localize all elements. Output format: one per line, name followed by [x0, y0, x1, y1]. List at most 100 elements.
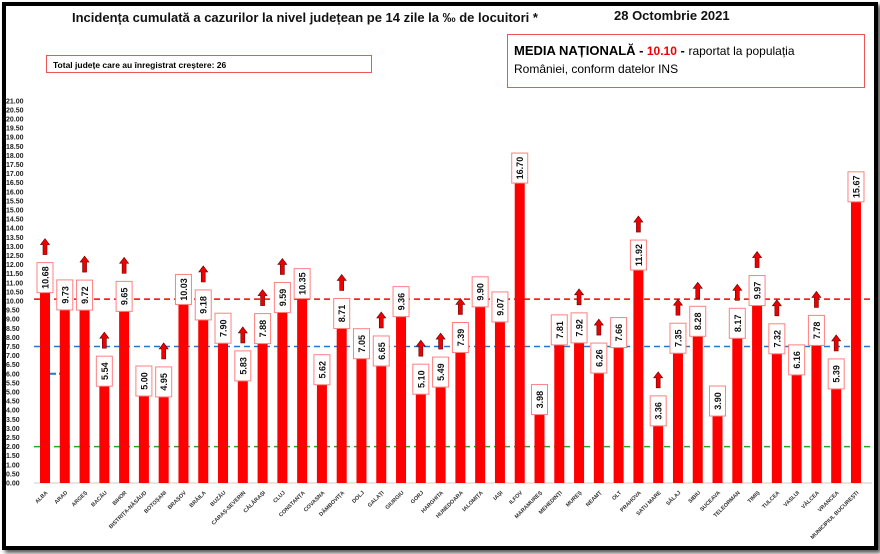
data-label-box	[392, 286, 410, 318]
bar	[218, 339, 229, 483]
bar	[376, 361, 387, 483]
y-tick-label: 14.50	[6, 217, 24, 224]
data-label-box	[194, 289, 212, 321]
national-rest: raportat la populația	[688, 44, 795, 58]
bar	[593, 369, 604, 483]
bar	[435, 383, 446, 483]
x-tick-label: DOLJ	[351, 490, 366, 505]
bar	[40, 288, 50, 483]
bar	[237, 376, 248, 483]
data-label: 5.00	[139, 372, 149, 390]
increase-arrow-icon	[336, 273, 347, 291]
increase-arrow-icon	[455, 298, 466, 315]
x-tick-label: TULCEA	[761, 490, 781, 510]
data-label-box	[748, 275, 766, 307]
y-tick-label: 13.00	[6, 244, 24, 251]
increase-arrow-icon	[672, 298, 684, 316]
data-label: 10.03	[179, 278, 189, 301]
bar	[850, 197, 861, 483]
data-label: 5.49	[436, 363, 446, 381]
y-tick-label: 4.00	[6, 408, 20, 415]
data-label: 10.35	[298, 272, 308, 295]
data-label: 16.70	[515, 157, 525, 180]
data-label: 8.17	[733, 315, 743, 333]
bar	[336, 324, 347, 483]
y-tick-label: 12.00	[6, 262, 24, 269]
data-label: 15.67	[851, 176, 861, 199]
data-label: 9.18	[199, 296, 209, 314]
data-label-box	[333, 297, 351, 329]
chart-date: 28 Octombrie 2021	[614, 8, 730, 23]
data-label: 7.90	[219, 319, 229, 337]
y-tick-label: 3.00	[6, 426, 20, 433]
data-label: 9.59	[278, 289, 288, 307]
data-label: 6.26	[594, 349, 604, 367]
data-label: 5.54	[100, 362, 110, 380]
increase-arrow-icon	[376, 311, 387, 329]
bar	[415, 390, 426, 483]
chart-title: Incidența cumulată a cazurilor la nivel …	[72, 10, 538, 25]
y-tick-label: 11.00	[6, 280, 23, 287]
data-label-box	[234, 350, 252, 382]
y-tick-label: 6.50	[6, 362, 20, 369]
bar	[119, 307, 130, 483]
increase-arrow-icon	[653, 371, 664, 389]
data-label-box	[254, 313, 272, 345]
y-tick-label: 12.50	[6, 253, 24, 260]
data-label-box	[293, 268, 311, 300]
data-label: 8.28	[693, 313, 703, 331]
bar	[178, 300, 189, 483]
bar	[771, 349, 782, 483]
increase-arrow-icon	[593, 318, 604, 336]
y-tick-label: 18.50	[6, 144, 24, 151]
data-label-box	[273, 281, 291, 313]
increase-arrow-icon	[811, 290, 822, 308]
bar	[257, 339, 268, 483]
data-label-box	[432, 356, 450, 388]
y-tick-label: 14.00	[6, 226, 24, 233]
x-tick-label: NEAMȚ	[585, 490, 604, 509]
data-label-box	[56, 279, 74, 311]
x-tick-label: ALBA	[34, 490, 49, 505]
data-label: 7.88	[258, 320, 268, 338]
y-tick-label: 7.50	[6, 344, 20, 351]
y-tick-label: 2.00	[6, 444, 20, 451]
y-tick-label: 19.50	[6, 126, 24, 133]
x-tick-label: GIURGIU	[385, 490, 406, 511]
x-tick-label: CLUJ	[272, 490, 286, 504]
data-label-box	[550, 314, 568, 346]
data-label-box	[214, 312, 232, 344]
data-label: 9.72	[80, 286, 90, 304]
increase-arrow-icon	[237, 326, 248, 344]
increase-arrow-icon	[633, 215, 644, 233]
data-label: 9.65	[120, 288, 130, 306]
data-label: 5.10	[416, 370, 426, 388]
increase-arrow-icon	[771, 299, 782, 317]
y-tick-label: 10.50	[6, 289, 24, 296]
x-tick-label: CARAȘ-SEVERIN	[211, 490, 247, 526]
bar	[99, 382, 110, 483]
data-label: 3.90	[713, 392, 723, 410]
y-tick-label: 10.00	[6, 299, 24, 306]
increase-arrow-icon	[79, 255, 90, 273]
x-tick-label: SĂLAJ	[665, 489, 683, 507]
x-tick-label: BIHOR	[112, 490, 129, 507]
bar	[534, 410, 545, 483]
data-label: 8.71	[337, 305, 347, 323]
y-tick-label: 4.50	[6, 399, 20, 406]
y-tick-label: 0.00	[6, 481, 20, 488]
data-label-box	[768, 323, 786, 355]
x-tick-label: ILFOV	[508, 490, 524, 506]
data-label: 10.68	[41, 266, 51, 289]
bar	[396, 312, 407, 483]
data-label: 7.32	[772, 330, 782, 348]
increase-arrow-icon	[158, 342, 169, 360]
data-label-box	[807, 314, 825, 346]
bar	[672, 349, 683, 483]
y-tick-label: 9.50	[6, 308, 20, 315]
x-tick-label: BUZĂU	[209, 489, 228, 508]
data-label-box	[649, 395, 667, 427]
y-tick-label: 16.50	[6, 180, 24, 187]
data-label-box	[827, 358, 845, 390]
data-label: 7.35	[673, 329, 683, 347]
